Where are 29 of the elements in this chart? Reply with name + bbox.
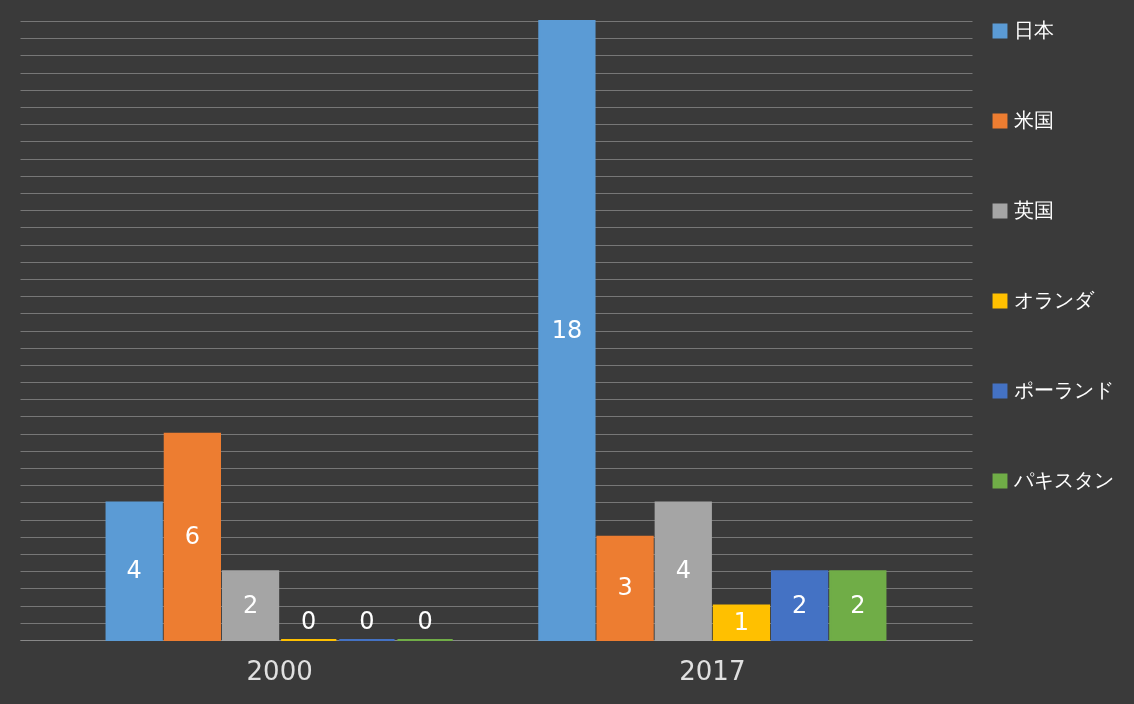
x-tick-label: 2017	[679, 655, 746, 686]
data-label: 0	[417, 607, 433, 635]
bar	[538, 20, 596, 641]
legend-label: 米国	[1014, 108, 1054, 132]
data-label: 0	[301, 607, 317, 635]
legend-label: 英国	[1014, 198, 1054, 222]
bar	[654, 501, 712, 641]
data-label: 4	[126, 556, 142, 585]
data-label: 3	[617, 573, 633, 602]
data-label: 2	[242, 590, 259, 619]
data-label: 2	[792, 590, 808, 619]
bar	[221, 570, 280, 641]
x-tick-label: 2000	[246, 655, 313, 686]
bar	[712, 604, 771, 641]
bar	[163, 432, 221, 641]
legend-label: 日本	[1014, 18, 1054, 42]
data-label: 2	[850, 590, 866, 619]
bar	[105, 501, 163, 641]
legend-label: オランダ	[1014, 288, 1095, 312]
bar	[596, 535, 654, 641]
bar	[771, 570, 829, 641]
data-label: 18	[551, 315, 583, 344]
data-label: 1	[733, 607, 750, 636]
data-label: 6	[184, 521, 200, 550]
bar	[829, 570, 887, 641]
data-label: 4	[675, 556, 691, 585]
data-label: 0	[359, 607, 375, 635]
legend-label: ポーランド	[1014, 378, 1114, 402]
legend-label: パキスタン	[1013, 468, 1114, 492]
